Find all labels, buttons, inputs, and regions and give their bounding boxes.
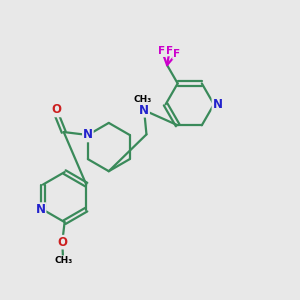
Text: CH₃: CH₃ [54, 256, 72, 265]
Text: F: F [166, 46, 173, 56]
Text: F: F [173, 49, 180, 59]
Text: N: N [36, 203, 46, 216]
Text: F: F [158, 46, 166, 56]
Text: N: N [139, 104, 149, 117]
Text: O: O [57, 236, 67, 249]
Text: N: N [83, 128, 93, 142]
Text: O: O [51, 103, 62, 116]
Text: CH₃: CH₃ [134, 94, 152, 103]
Text: N: N [212, 98, 222, 111]
